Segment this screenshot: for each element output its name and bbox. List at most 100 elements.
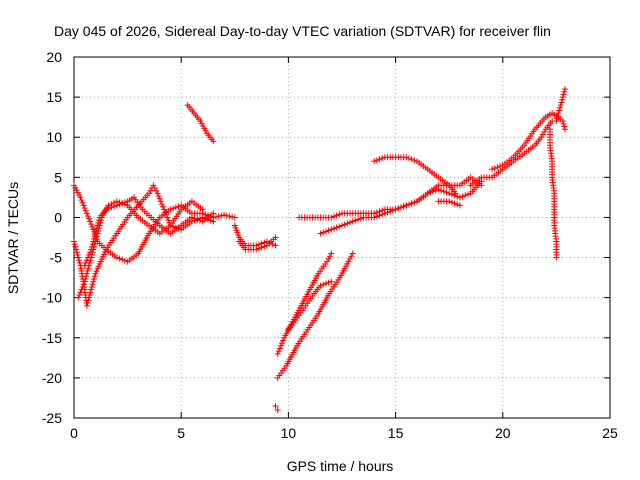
- data-point: [146, 190, 153, 197]
- interp-point: [172, 204, 179, 211]
- interp-point: [554, 112, 561, 119]
- data-point: [435, 186, 442, 193]
- interp-point: [400, 203, 407, 210]
- interp-point: [336, 211, 343, 218]
- interp-point: [387, 208, 394, 215]
- series-arc-late-3: [371, 154, 459, 197]
- interp-point: [194, 216, 201, 223]
- interp-point: [330, 225, 337, 232]
- data-point: [88, 246, 95, 253]
- interp-point: [213, 213, 220, 220]
- interp-point: [336, 223, 343, 230]
- interp-point: [90, 278, 97, 285]
- data-point: [253, 246, 260, 253]
- data-point: [317, 282, 324, 289]
- interp-point: [76, 257, 83, 264]
- interp-point: [556, 104, 563, 111]
- x-tick-label: 10: [281, 425, 297, 441]
- interp-point: [84, 267, 91, 274]
- data-point: [456, 194, 463, 201]
- interp-point: [325, 279, 332, 286]
- interp-point: [464, 191, 471, 198]
- interp-point: [451, 200, 458, 207]
- data-point: [349, 250, 356, 257]
- interp-point: [229, 213, 236, 220]
- data-point: [210, 218, 217, 225]
- interp-point: [333, 212, 340, 219]
- interp-point: [325, 255, 332, 262]
- interp-point: [155, 193, 162, 200]
- interp-point: [491, 165, 498, 172]
- interp-point: [86, 291, 93, 298]
- interp-point: [83, 270, 90, 277]
- interp-point: [78, 197, 85, 204]
- interp-point: [76, 291, 83, 298]
- series-arc-short: [184, 102, 217, 145]
- data-point: [371, 158, 378, 165]
- data-point: [403, 202, 410, 209]
- interp-point: [121, 199, 128, 206]
- y-tick-label: 15: [46, 89, 62, 105]
- interp-point: [156, 195, 163, 202]
- interp-point: [494, 164, 501, 171]
- data-point: [150, 182, 157, 189]
- series-arc-late-5: [467, 118, 556, 189]
- interp-point: [320, 281, 327, 288]
- data-point: [154, 190, 161, 197]
- data-point: [81, 262, 88, 269]
- series-arc-mid-3: [272, 402, 281, 413]
- interp-point: [72, 243, 79, 250]
- interp-point: [121, 257, 128, 264]
- interp-point: [406, 155, 412, 162]
- data-point: [371, 214, 378, 221]
- data-point: [83, 210, 90, 217]
- interp-point: [462, 192, 469, 199]
- data-point: [452, 190, 459, 197]
- data-point: [559, 94, 566, 101]
- interp-point: [384, 209, 391, 216]
- data-point: [317, 230, 324, 237]
- data-point: [446, 198, 453, 205]
- data-point: [167, 206, 174, 213]
- interp-point: [74, 251, 81, 258]
- interp-point: [325, 227, 332, 234]
- data-point: [113, 254, 120, 261]
- interp-point: [93, 225, 100, 232]
- interp-point: [91, 273, 98, 280]
- data-point: [561, 126, 568, 133]
- interp-point: [158, 201, 165, 208]
- data-point: [424, 190, 431, 197]
- interp-point: [119, 200, 126, 207]
- x-tick-label: 25: [602, 425, 618, 441]
- y-tick-label: 0: [54, 209, 62, 225]
- interp-point: [162, 209, 169, 216]
- interp-point: [497, 163, 504, 170]
- interp-point: [277, 342, 284, 349]
- data-point: [77, 194, 84, 201]
- interp-point: [91, 275, 98, 282]
- interp-point: [71, 241, 78, 248]
- data-point: [105, 202, 112, 209]
- interp-point: [87, 289, 94, 296]
- interp-point: [376, 212, 383, 219]
- interp-point: [91, 235, 98, 242]
- interp-point: [80, 281, 87, 288]
- interp-point: [408, 200, 415, 207]
- y-tick-label: 5: [54, 169, 62, 185]
- interp-point: [88, 221, 95, 228]
- interp-point: [95, 219, 102, 226]
- interp-point: [80, 202, 87, 209]
- interp-point: [347, 219, 354, 226]
- data-point: [231, 214, 238, 221]
- data-point: [81, 278, 88, 285]
- series-arc-mid-2: [236, 234, 279, 253]
- interp-point: [89, 281, 96, 288]
- interp-point: [88, 243, 95, 250]
- interp-point: [258, 244, 265, 251]
- interp-point: [164, 214, 171, 221]
- data-point: [489, 166, 496, 173]
- data-point: [274, 406, 281, 413]
- data-point: [272, 234, 279, 241]
- interp-point: [84, 300, 91, 307]
